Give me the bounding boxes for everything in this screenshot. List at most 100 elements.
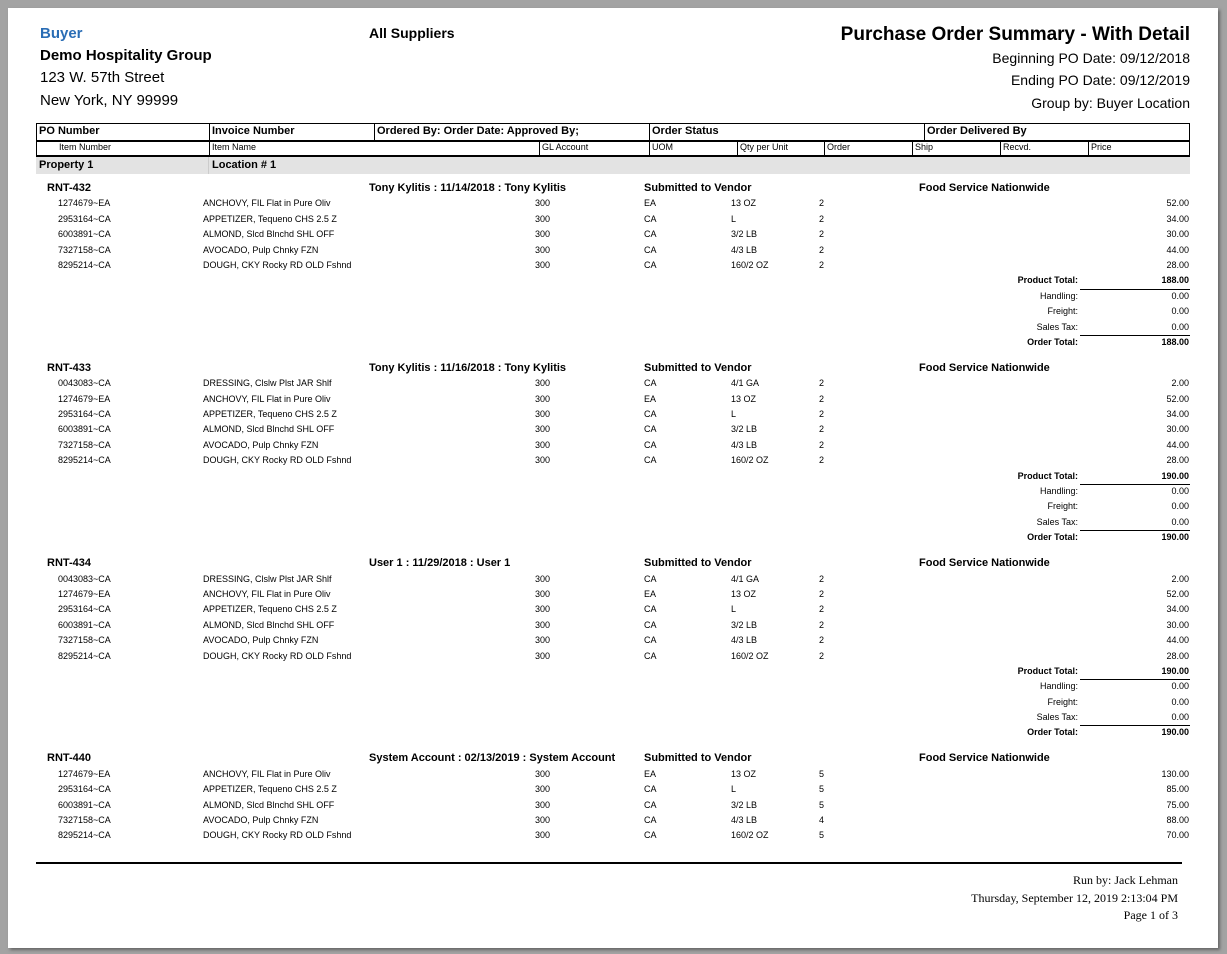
run-date: Thursday, September 12, 2019 2:13:04 PM [971,891,1178,905]
gl-account: 300 [535,635,551,646]
item-number: 1274679~EA [58,393,111,404]
item-name: DRESSING, Clslw Plst JAR Shlf [203,378,332,389]
total-value-handling: 0.00 [1171,486,1189,497]
item-name: ANCHOVY, FIL Flat in Pure Oliv [203,198,331,209]
total-label-handling: Handling: [1039,290,1078,301]
price: 34.00 [1166,409,1189,420]
line-item-row: 0043083~CA DRESSING, Clslw Plst JAR Shlf 3… [8,572,1218,587]
total-value-product: 190.00 [1161,470,1189,481]
ordered-by: Tony Kylitis : 11/14/2018 : Tony Kylitis [369,182,567,194]
organization-name: Demo Hospitality Group [40,47,212,64]
property-label: Property 1 [39,159,94,171]
item-name: AVOCADO, Pulp Chnky FZN [203,244,319,255]
uom: EA [644,768,657,779]
run-by: Run by: Jack Lehman [1073,873,1178,887]
price: 44.00 [1166,439,1189,450]
price: 28.00 [1166,259,1189,270]
qty-per-unit: 3/2 LB [731,424,758,435]
order-status: Submitted to Vendor [644,557,752,570]
qty-per-unit: 13 OZ [731,768,757,779]
item-number: 6003891~CA [58,619,111,630]
gl-account: 300 [535,424,551,435]
order-qty: 2 [819,393,825,404]
delivered-by: Food Service Nationwide [919,752,1050,765]
ordered-by: System Account : 02/13/2019 : System Acc… [369,752,616,765]
total-label-order: Order Total: [1027,336,1078,347]
item-name: ALMOND, Slcd Blnchd SHL OFF [203,619,335,630]
line-item-row: 7327158~CA AVOCADO, Pulp Chnky FZN 300 CA 4/… [8,813,1218,828]
order-qty: 2 [819,439,825,450]
item-number: 0043083~CA [58,573,111,584]
price: 44.00 [1166,244,1189,255]
qty-per-unit: 3/2 LB [731,229,758,240]
item-number: 6003891~CA [58,424,111,435]
page-number: Page 1 of 3 [1123,908,1178,922]
item-number: 0043083~CA [58,378,111,389]
ordered-by: User 1 : 11/29/2018 : User 1 [369,557,511,570]
gl-account: 300 [535,378,551,389]
item-name: ANCHOVY, FIL Flat in Pure Oliv [203,588,331,599]
uom: CA [644,799,657,810]
item-name: APPETIZER, Tequeno CHS 2.5 Z [203,409,337,420]
line-item-row: 1274679~EA ANCHOVY, FIL Flat in Pure Oliv… [8,392,1218,407]
line-item-row: 8295214~CA DOUGH, CKY Rocky RD OLD Fshnd 3… [8,258,1218,273]
supplier-filter: All Suppliers [369,25,455,41]
gl-account: 300 [535,229,551,240]
column-header-item-name: Item Name [209,141,539,156]
total-row-order: Order Total: 190.00 [8,530,1218,545]
qty-per-unit: L [731,409,737,420]
gl-account: 300 [535,213,551,224]
order-qty: 2 [819,604,825,615]
price: 70.00 [1166,830,1189,841]
item-number: 2953164~CA [58,784,111,795]
ordered-by: Tony Kylitis : 11/16/2018 : Tony Kylitis [369,361,567,374]
price: 34.00 [1166,604,1189,615]
order-qty: 2 [819,198,825,209]
total-label-tax: Sales Tax: [1036,712,1078,723]
total-label-order: Order Total: [1027,727,1078,738]
qty-per-unit: L [731,213,737,224]
total-row-tax: Sales Tax: 0.00 [8,320,1218,335]
po-number: RNT-440 [47,752,92,765]
order-qty: 2 [819,213,825,224]
price: 130.00 [1161,768,1189,779]
gl-account: 300 [535,439,551,450]
order-qty: 2 [819,573,825,584]
price: 88.00 [1166,815,1189,826]
item-number: 8295214~CA [58,259,111,270]
ending-date: Ending PO Date: 09/12/2019 [1010,72,1190,88]
total-label-freight: Freight: [1047,306,1078,317]
po-number: RNT-432 [47,182,92,194]
footer-divider [36,862,1182,864]
item-name: AVOCADO, Pulp Chnky FZN [203,815,319,826]
price: 75.00 [1166,799,1189,810]
item-number: 7327158~CA [58,439,111,450]
qty-per-unit: 4/3 LB [731,815,758,826]
order-qty: 2 [819,409,825,420]
uom: CA [644,229,657,240]
order-qty: 2 [819,619,825,630]
gl-account: 300 [535,815,551,826]
order-qty: 2 [819,424,825,435]
gl-account: 300 [535,198,551,209]
item-number: 8295214~CA [58,455,111,466]
uom: CA [644,409,657,420]
line-item-row: 1274679~EA ANCHOVY, FIL Flat in Pure Oliv… [8,767,1218,782]
total-label-product: Product Total: [1017,470,1078,481]
price: 30.00 [1166,619,1189,630]
price: 52.00 [1166,198,1189,209]
qty-per-unit: 160/2 OZ [731,650,769,661]
item-number: 2953164~CA [58,213,111,224]
total-value-handling: 0.00 [1171,681,1189,692]
price: 30.00 [1166,424,1189,435]
item-number: 7327158~CA [58,815,111,826]
total-row-freight: Freight: 0.00 [8,695,1218,710]
column-header-order-status: Order Status [649,124,924,140]
line-item-row: 6003891~CA ALMOND, Slcd Blnchd SHL OFF 300… [8,422,1218,437]
total-value-freight: 0.00 [1171,306,1189,317]
item-number: 7327158~CA [58,635,111,646]
order-status: Submitted to Vendor [644,361,752,374]
column-header-price: Price [1088,141,1191,156]
total-value-tax: 0.00 [1171,516,1189,527]
qty-per-unit: L [731,604,737,615]
